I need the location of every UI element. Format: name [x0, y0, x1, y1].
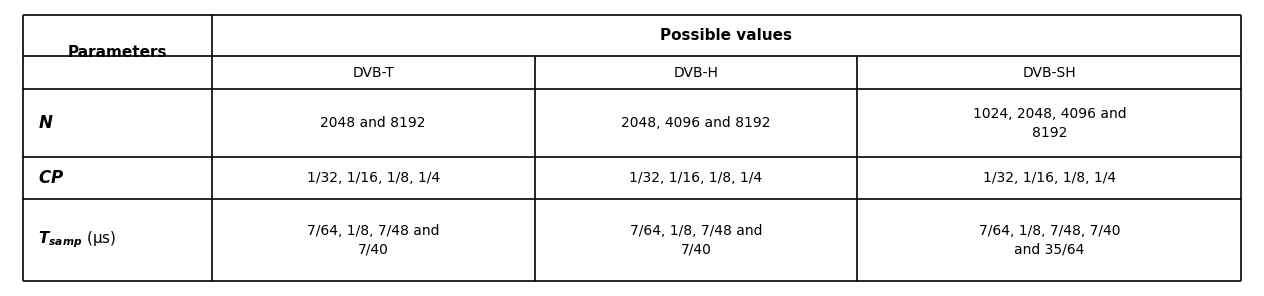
Text: DVB-T: DVB-T [353, 66, 394, 80]
Text: Parameters: Parameters [67, 45, 167, 59]
Text: DVB-H: DVB-H [674, 66, 718, 80]
Text: 7/64, 1/8, 7/48 and
7/40: 7/64, 1/8, 7/48 and 7/40 [307, 224, 440, 256]
Text: $\boldsymbol{T}_{\boldsymbol{samp}}$ (μs): $\boldsymbol{T}_{\boldsymbol{samp}}$ (μs… [38, 230, 116, 250]
Text: DVB-SH: DVB-SH [1023, 66, 1076, 80]
Bar [23, 15, 1241, 281]
Text: 1024, 2048, 4096 and
8192: 1024, 2048, 4096 and 8192 [972, 107, 1126, 139]
Text: $\boldsymbol{N}$: $\boldsymbol{N}$ [38, 114, 53, 132]
Text: 7/64, 1/8, 7/48 and
7/40: 7/64, 1/8, 7/48 and 7/40 [629, 224, 762, 256]
Text: 2048, 4096 and 8192: 2048, 4096 and 8192 [621, 116, 771, 130]
Text: $\boldsymbol{CP}$: $\boldsymbol{CP}$ [38, 169, 64, 187]
Text: 1/32, 1/16, 1/8, 1/4: 1/32, 1/16, 1/8, 1/4 [306, 171, 440, 185]
Text: 1/32, 1/16, 1/8, 1/4: 1/32, 1/16, 1/8, 1/4 [629, 171, 762, 185]
Text: 1/32, 1/16, 1/8, 1/4: 1/32, 1/16, 1/8, 1/4 [983, 171, 1116, 185]
Text: Possible values: Possible values [660, 28, 793, 43]
Text: 2048 and 8192: 2048 and 8192 [320, 116, 426, 130]
Text: 7/64, 1/8, 7/48, 7/40
and 35/64: 7/64, 1/8, 7/48, 7/40 and 35/64 [978, 224, 1120, 256]
